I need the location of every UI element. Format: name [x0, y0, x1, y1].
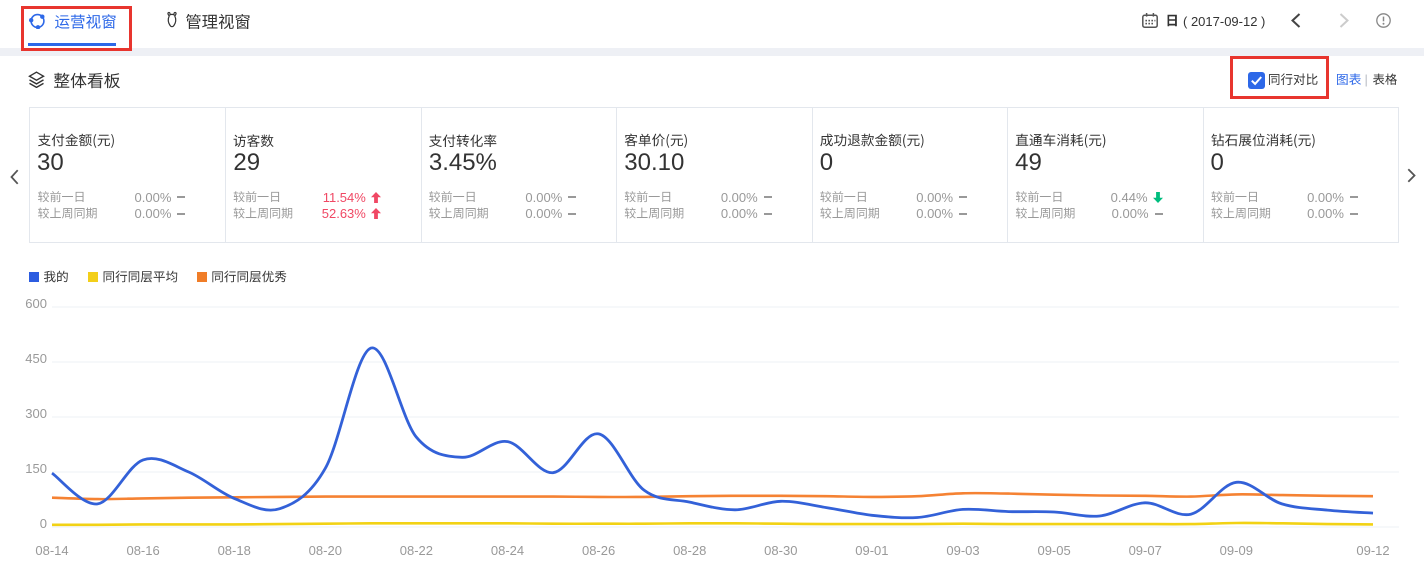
svg-text:150: 150: [25, 461, 47, 476]
svg-text:09-03: 09-03: [946, 543, 979, 558]
svg-text:08-22: 08-22: [400, 543, 433, 558]
svg-text:08-14: 08-14: [35, 543, 68, 558]
svg-text:300: 300: [25, 406, 47, 421]
svg-text:08-24: 08-24: [491, 543, 524, 558]
svg-text:09-12: 09-12: [1356, 543, 1389, 558]
svg-text:09-01: 09-01: [855, 543, 888, 558]
svg-text:08-16: 08-16: [126, 543, 159, 558]
svg-text:600: 600: [25, 296, 47, 311]
svg-text:09-07: 09-07: [1129, 543, 1162, 558]
svg-text:09-05: 09-05: [1037, 543, 1070, 558]
svg-text:0: 0: [40, 516, 47, 531]
svg-text:08-18: 08-18: [218, 543, 251, 558]
svg-text:08-30: 08-30: [764, 543, 797, 558]
svg-text:08-26: 08-26: [582, 543, 615, 558]
svg-text:09-09: 09-09: [1220, 543, 1253, 558]
svg-text:08-20: 08-20: [309, 543, 342, 558]
svg-text:450: 450: [25, 351, 47, 366]
svg-text:08-28: 08-28: [673, 543, 706, 558]
